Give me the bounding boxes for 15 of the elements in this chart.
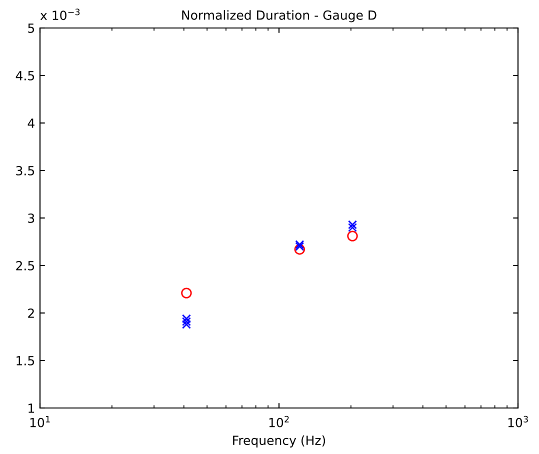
x-tick-label: 10$^{3}$ (508, 416, 528, 428)
x-axis-title: Frequency (Hz) (233, 435, 326, 448)
text: x 10$^{−3}$ (40, 8, 80, 20)
chart-title: Normalized Duration - Gauge D (182, 10, 376, 22)
y-tick-label: 4.5 (16, 71, 34, 80)
x-tick-label: 10$^{2}$ (269, 416, 289, 428)
y-tick-label: 2.5 (16, 260, 34, 270)
y-tick-label: 1.5 (16, 356, 34, 366)
y-tick-label: 2 (28, 308, 34, 318)
y-tick-label: 3 (28, 213, 34, 223)
y-tick-label: 1 (28, 404, 34, 413)
x-tick-label: 10$^{1}$ (30, 416, 50, 428)
y-tick-label: 5 (28, 24, 34, 33)
y-tick-label: 4 (28, 118, 34, 128)
y-tick-label: 3.5 (16, 166, 34, 176)
